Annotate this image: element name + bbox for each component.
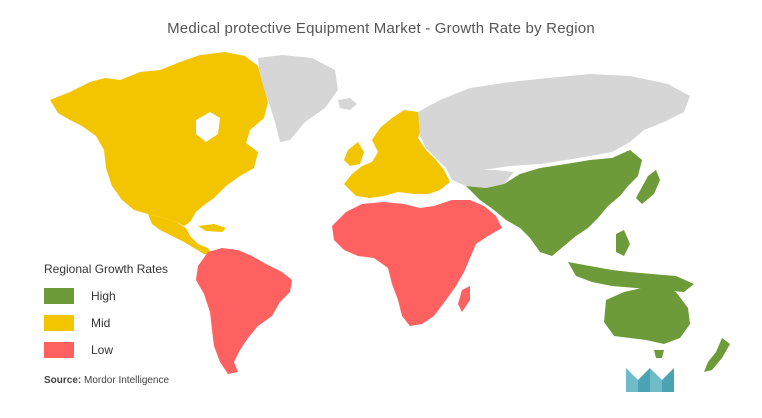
legend-swatch-low	[44, 341, 74, 358]
legend: Regional Growth Rates High Mid Low	[44, 262, 244, 367]
region-japan	[636, 170, 660, 204]
region-europe	[344, 110, 450, 198]
region-central-america	[148, 214, 212, 254]
hudson-bay	[196, 112, 220, 142]
mordor-intelligence-logo	[626, 368, 674, 392]
legend-item-low: Low	[44, 340, 244, 359]
legend-swatch-high	[44, 287, 74, 304]
legend-item-mid: Mid	[44, 313, 244, 332]
legend-title: Regional Growth Rates	[44, 262, 169, 276]
region-southeast-asia-islands	[568, 262, 694, 292]
source-prefix: Source:	[44, 375, 82, 386]
legend-item-high: High	[44, 286, 244, 305]
region-central-asia	[446, 168, 514, 188]
region-madagascar	[458, 286, 470, 312]
legend-label-low: Low	[91, 342, 114, 357]
region-north-america	[50, 52, 268, 226]
region-iceland	[338, 98, 357, 110]
legend-label-mid: Mid	[91, 315, 111, 330]
legend-swatch-mid	[44, 314, 74, 331]
source-text: Mordor Intelligence	[84, 375, 170, 386]
region-philippines	[616, 230, 630, 256]
map-title: Medical protective Equipment Market - Gr…	[167, 20, 595, 37]
region-russia	[418, 74, 690, 172]
region-middle-east-africa	[332, 200, 502, 326]
region-caribbean	[198, 224, 226, 232]
region-tasmania	[654, 350, 664, 358]
legend-label-high: High	[91, 288, 116, 303]
region-greenland	[258, 55, 338, 142]
source-note: Source: Mordor Intelligence	[44, 375, 169, 386]
region-asia-pacific	[466, 150, 642, 256]
region-australia	[604, 286, 690, 344]
region-new-zealand	[704, 338, 730, 372]
region-uk	[344, 142, 364, 166]
region-south-america	[196, 248, 292, 374]
